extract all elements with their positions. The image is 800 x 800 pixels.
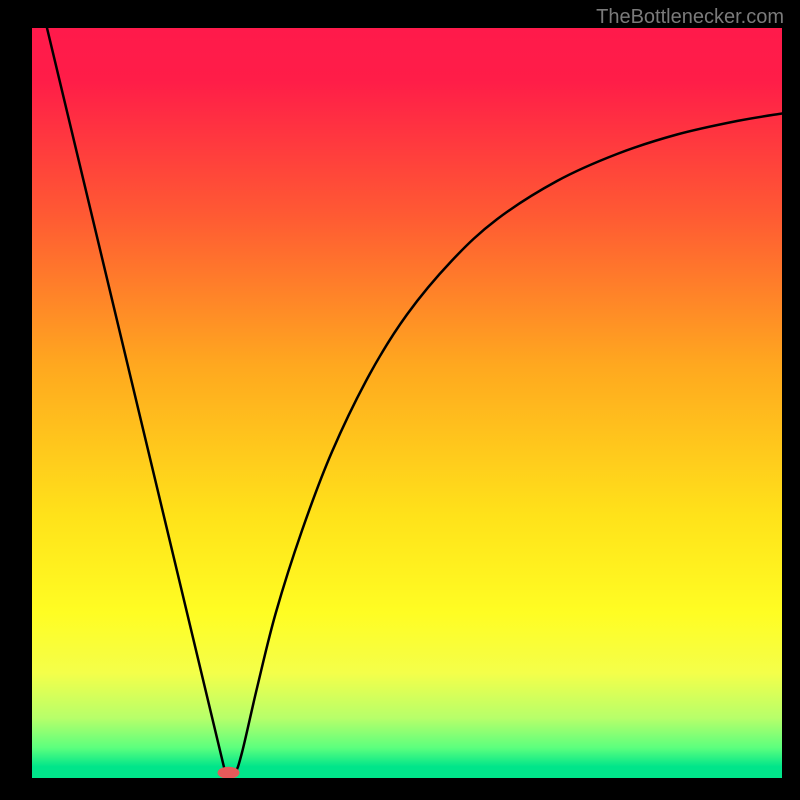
bottleneck-chart — [32, 28, 782, 778]
plot-area — [32, 28, 782, 778]
watermark-text: TheBottlenecker.com — [596, 6, 784, 29]
chart-stage: TheBottlenecker.com — [0, 0, 800, 800]
gradient-background — [32, 28, 782, 778]
